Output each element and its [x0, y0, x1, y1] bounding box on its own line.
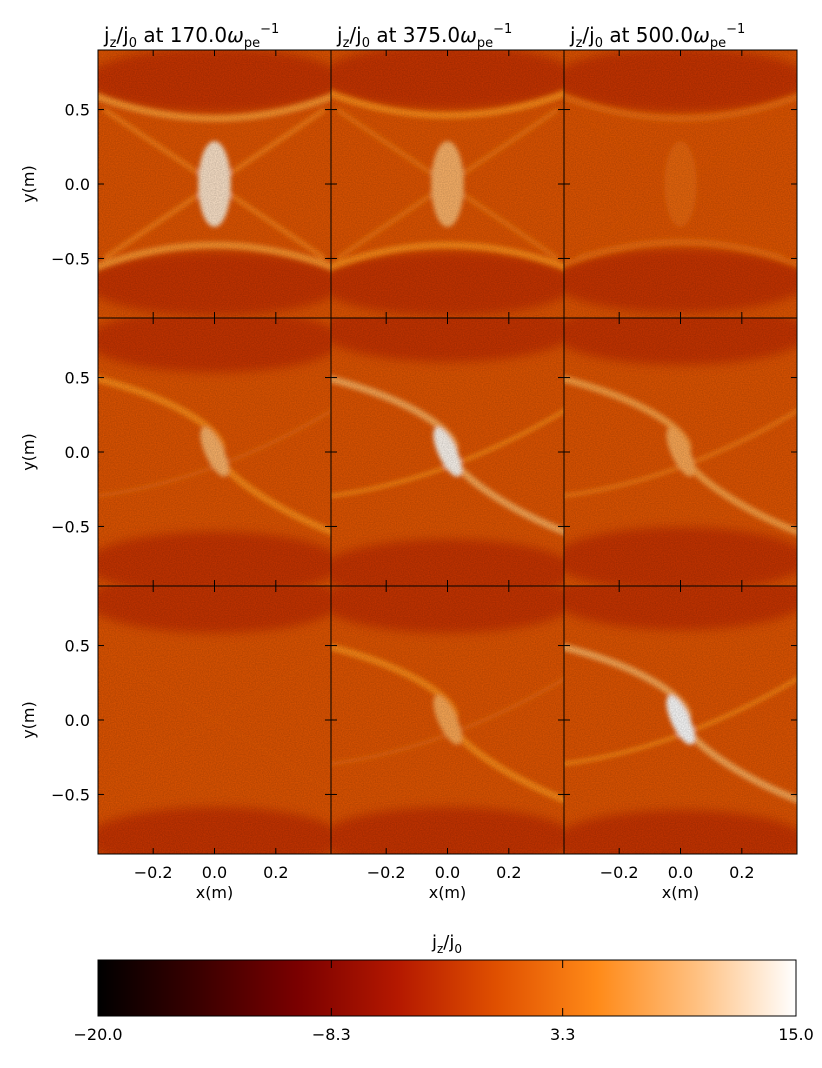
heatmap-panel — [331, 318, 564, 586]
noise-texture — [98, 50, 331, 318]
noise-texture — [564, 318, 797, 586]
heatmap-panel — [331, 50, 564, 318]
y-axis-label: y(m) — [19, 701, 38, 739]
y-tick-label: 0.0 — [65, 443, 90, 462]
y-tick-label: 0.5 — [65, 101, 90, 120]
y-axis-label: y(m) — [19, 433, 38, 471]
heatmap-panel — [98, 586, 331, 854]
heatmap-panel — [98, 50, 331, 318]
x-tick-label: 0.2 — [496, 863, 521, 882]
y-tick-label: 0.5 — [65, 637, 90, 656]
colorbar-gradient — [97, 959, 797, 1017]
colorbar-tick-label: 3.3 — [550, 1025, 575, 1044]
x-tick-label: 0.0 — [202, 863, 227, 882]
column-title: jz/j0 at 500.0ωpe−1 — [569, 22, 745, 51]
column-title: jz/j0 at 170.0ωpe−1 — [103, 22, 279, 51]
y-tick-label: −0.5 — [51, 249, 90, 268]
colorbar-tick-label: −20.0 — [73, 1025, 122, 1044]
noise-texture — [98, 586, 331, 854]
heatmap-panel — [331, 586, 564, 854]
axes-labels: 0.5 0.0 −0.5 y(m) 0.5 0.0 −0.5 y(m) 0.5 0.0 −0.5 y(… — [19, 101, 755, 902]
x-tick-label: 0.2 — [263, 863, 288, 882]
x-tick-label: 0.0 — [668, 863, 693, 882]
x-tick-label: 0.2 — [729, 863, 754, 882]
y-axis-label: y(m) — [19, 165, 38, 203]
y-tick-label: 0.0 — [65, 175, 90, 194]
y-tick-label: 0.5 — [65, 369, 90, 388]
x-tick-label: −0.2 — [600, 863, 639, 882]
heatmap-panel — [564, 318, 797, 586]
x-tick-label: 0.0 — [435, 863, 460, 882]
noise-texture — [331, 50, 564, 318]
x-axis-label: x(m) — [429, 883, 467, 902]
y-tick-label: −0.5 — [51, 785, 90, 804]
heatmap-panel — [98, 318, 331, 586]
heatmap-panel — [564, 586, 797, 854]
colorbar: jz/j0 −20.0 −8.3 3.3 15.0 — [73, 932, 813, 1044]
noise-texture — [331, 318, 564, 586]
heatmap-panel — [564, 50, 797, 318]
column-titles: jz/j0 at 170.0ωpe−1 jz/j0 at 375.0ωpe−1 jz… — [103, 22, 745, 51]
noise-texture — [98, 318, 331, 586]
colorbar-tick-label: 15.0 — [778, 1025, 814, 1044]
y-tick-label: 0.0 — [65, 711, 90, 730]
x-tick-label: −0.2 — [134, 863, 173, 882]
noise-texture — [564, 586, 797, 854]
panel-grid — [97, 49, 798, 855]
noise-texture — [331, 586, 564, 854]
x-axis-label: x(m) — [196, 883, 234, 902]
colorbar-tick-label: −8.3 — [312, 1025, 351, 1044]
noise-texture — [564, 50, 797, 318]
x-tick-label: −0.2 — [367, 863, 406, 882]
colorbar-label: jz/j0 — [431, 932, 462, 956]
x-axis-label: x(m) — [662, 883, 700, 902]
column-title: jz/j0 at 375.0ωpe−1 — [336, 22, 512, 51]
y-tick-label: −0.5 — [51, 517, 90, 536]
